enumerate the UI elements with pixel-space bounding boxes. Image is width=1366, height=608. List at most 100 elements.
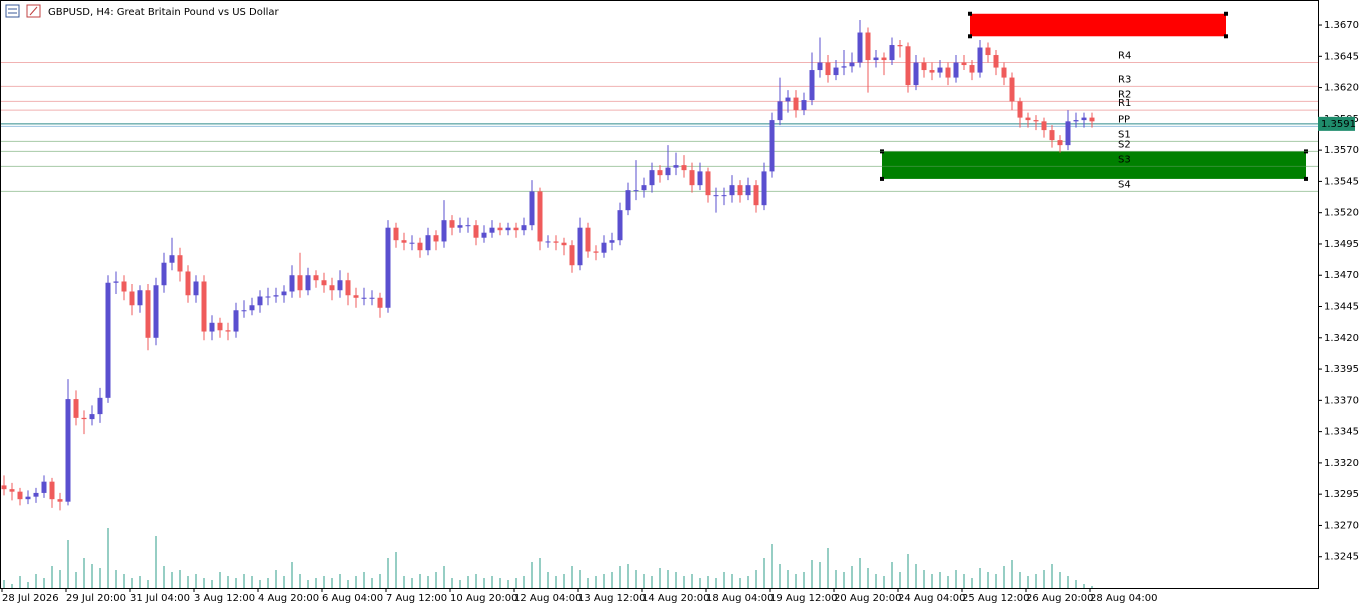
y-tick-label: 1.3395 [1324,364,1359,375]
x-tick-label: 10 Aug 20:00 [450,593,517,604]
zone-handle [968,11,972,16]
candle-body [1009,77,1015,102]
candle-body [865,32,871,61]
candle-body [641,185,647,191]
zone-handle [1304,176,1308,181]
candle-body [689,170,695,186]
x-tick-label: 14 Aug 20:00 [642,593,709,604]
y-tick-label: 1.3270 [1324,520,1359,531]
x-tick-label: 12 Aug 04:00 [514,593,581,604]
pivot-label: S4 [1118,179,1131,190]
last-price-tag [1318,116,1355,131]
candle-body [217,322,223,331]
pivot-label: R3 [1118,74,1131,85]
candle-body [433,235,439,242]
candle-body [377,297,383,308]
x-tick-label: 7 Aug 12:00 [386,593,447,604]
candle-body [97,397,103,415]
y-tick-label: 1.3495 [1324,239,1359,250]
y-tick-label: 1.3245 [1324,552,1359,563]
candle-body [617,210,623,241]
candle-body [825,62,831,76]
candle-body [793,97,799,111]
candle-body [353,295,359,298]
candle-body [745,185,751,196]
icon [5,4,20,18]
candle-body [465,225,471,227]
candle-body [569,245,575,266]
y-tick-label: 1.3320 [1324,458,1359,469]
candle-body [585,227,591,252]
candle-body [369,297,375,299]
candle-body [945,67,951,78]
chart-title: GBPUSD, H4: Great Britain Pound vs US Do… [48,7,280,18]
candle-body [409,242,415,244]
candle-body [801,100,807,111]
candle-body [761,171,767,206]
zone [882,151,1306,179]
candle-body [1,485,7,490]
x-tick-label: 28 Jul 2026 [2,593,59,604]
candle-body [545,241,551,243]
candle-body [921,62,927,71]
candle-body [9,489,15,492]
candle-body [345,280,351,296]
candle-body [73,399,79,418]
candle-body [601,242,607,253]
candle-body [785,97,791,102]
candle-body [313,275,319,281]
candle-body [497,227,503,231]
x-tick-label: 28 Aug 04:00 [1090,593,1157,604]
candle-body [105,282,111,398]
pivot-label: S1 [1118,129,1131,140]
candle-body [201,281,207,332]
y-tick-label: 1.3370 [1324,395,1359,406]
candle-body [961,62,967,66]
zone-handle [1224,34,1228,39]
candle-body [841,66,847,68]
candle-body [1089,117,1095,122]
candle-body [809,70,815,101]
candle-body [209,322,215,332]
pivot-label: PP [1118,114,1130,125]
x-tick-label: 6 Aug 04:00 [322,593,383,604]
candle-body [769,120,775,172]
candle-body [665,167,671,176]
candle-body [449,220,455,228]
candle-body [361,297,367,299]
candle-body [281,291,287,296]
candle-body [17,491,23,500]
pivot-label: R4 [1118,51,1131,62]
candle-body [441,220,447,242]
x-tick-label: 19 Aug 12:00 [770,593,837,604]
y-tick-label: 1.3470 [1324,270,1359,281]
candle-body [257,296,263,306]
candle-body [265,296,271,298]
candle-body [393,227,399,241]
candle-body [881,57,887,61]
candle-body [713,195,719,197]
candle-body [145,290,151,338]
candle-body [225,330,231,332]
candle-body [753,185,759,206]
candle-body [249,305,255,311]
candle-body [169,255,175,263]
candle-body [857,32,863,63]
candle-body [593,251,599,253]
candle-body [529,191,535,226]
candle-body [401,240,407,243]
candle-body [57,499,63,502]
x-tick-label: 13 Aug 12:00 [578,593,645,604]
candle-body [833,67,839,76]
candle-body [1041,121,1047,131]
candle-body [289,275,295,292]
plot-frame [0,0,1319,589]
x-tick-label: 3 Aug 12:00 [194,593,255,604]
candle-body [121,281,127,292]
candle-body [729,185,735,196]
candle-body [1033,120,1039,122]
candle-body [849,62,855,67]
candle-body [329,285,335,291]
candle-body [193,281,199,296]
